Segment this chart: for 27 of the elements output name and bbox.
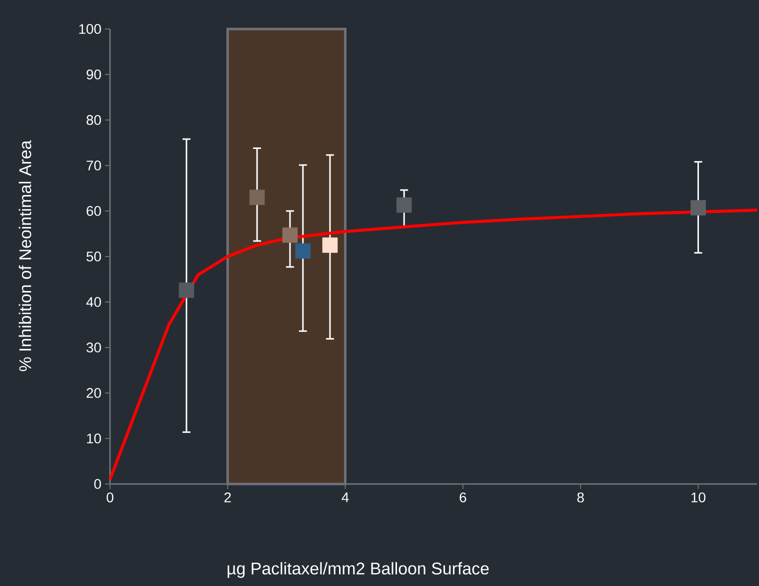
line-series — [108, 208, 759, 481]
x-axis-title: µg Paclitaxel/mm2 Balloon Surface — [228, 562, 489, 578]
point — [178, 282, 194, 298]
x-tick-label: 8 — [577, 492, 584, 502]
y-tick-label: 100 — [79, 24, 101, 34]
x-tick-label: 4 — [342, 492, 349, 502]
y-tick-label: 0 — [94, 479, 101, 489]
y-tick-label: 80 — [86, 115, 101, 125]
point — [690, 200, 706, 216]
y-tick-label: 10 — [87, 434, 101, 444]
y-tick-label: 60 — [86, 206, 101, 216]
point — [249, 190, 265, 206]
x-tick-label: 2 — [224, 492, 231, 502]
y-tick-label: 50 — [86, 252, 101, 262]
point — [322, 237, 338, 253]
x-tick-label: 10 — [691, 492, 706, 502]
y-tick-label: 70 — [86, 160, 101, 170]
x-tick-label: 0 — [106, 492, 114, 502]
y-tick-label: 20 — [86, 388, 101, 398]
y-tick-label: 90 — [86, 70, 101, 80]
point — [295, 243, 311, 259]
y-tick-label: 30 — [86, 342, 101, 352]
point — [282, 227, 298, 243]
x-tick-label: 6 — [460, 492, 466, 502]
y-tick-label: 40 — [86, 297, 101, 307]
y-axis-title: % Inhibition of Neointimal Area — [18, 140, 32, 372]
point — [396, 197, 412, 213]
